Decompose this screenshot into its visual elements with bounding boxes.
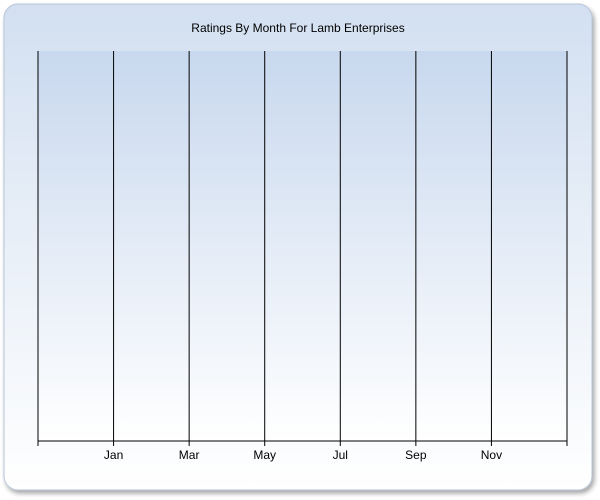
x-tick-label: Nov — [481, 448, 502, 462]
plot-area — [38, 51, 567, 441]
x-tick-label: Sep — [405, 448, 427, 462]
x-tick-label: Jul — [333, 448, 348, 462]
x-tick-label: Mar — [179, 448, 200, 462]
chart-title: Ratings By Month For Lamb Enterprises — [191, 21, 404, 35]
x-tick-label: May — [253, 448, 276, 462]
x-tick-label: Jan — [104, 448, 123, 462]
